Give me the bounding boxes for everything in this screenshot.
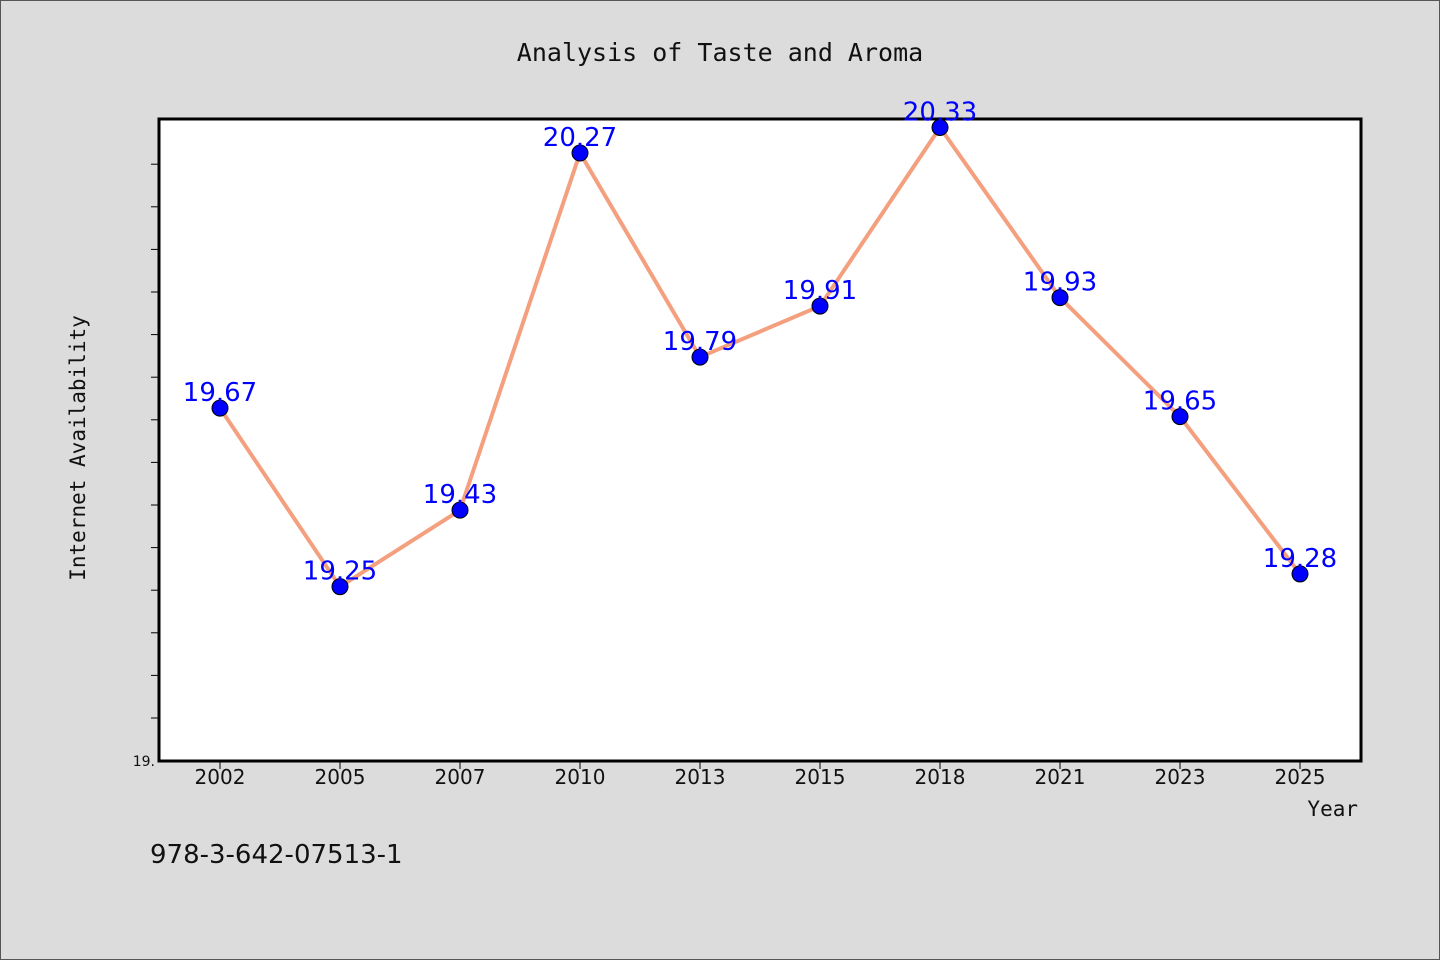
x-axis-label: Year: [1307, 797, 1358, 821]
y-axis-label: Internet Availability: [66, 315, 90, 581]
data-label: 19.25: [303, 557, 377, 587]
data-labels: 19.67 19.25 19.43 20.27 19.79 19.91 20.33 19.93…: [183, 98, 1337, 587]
series-line: [218, 125, 1302, 589]
data-point: [571, 144, 589, 162]
data-label: 19.79: [663, 327, 737, 357]
data-label: 20.33: [903, 98, 977, 128]
x-tick-label: 2005: [315, 765, 366, 789]
data-point: [1051, 289, 1069, 307]
data-point: [211, 399, 229, 417]
x-tick-label: 2021: [1035, 765, 1086, 789]
series-line-layer: [218, 125, 1302, 589]
x-tick-label: 2015: [795, 765, 846, 789]
data-label: 20.27: [543, 123, 617, 153]
x-tick-label: 2023: [1155, 765, 1206, 789]
data-point: [691, 348, 709, 366]
x-tick-label: 2010: [555, 765, 606, 789]
data-point: [331, 578, 349, 596]
y-axis-ticks: [151, 163, 159, 719]
chart-title: Analysis of Taste and Aroma: [517, 38, 923, 67]
x-tick-label: 2002: [195, 765, 246, 789]
data-point: [451, 501, 469, 519]
data-point: [811, 297, 829, 315]
data-label: 19.67: [183, 378, 257, 408]
data-label: 19.93: [1023, 268, 1097, 298]
footer-isbn: 978-3-642-07513-1: [150, 840, 403, 870]
x-axis-ticks: 2002 2005 2007 2010 2013 2015 2018 2021 2023 2025: [195, 761, 1326, 789]
x-tick-label: 2007: [435, 765, 486, 789]
x-tick-label: 2013: [675, 765, 726, 789]
data-label: 19.65: [1143, 387, 1217, 417]
x-tick-label: 2025: [1275, 765, 1326, 789]
data-point: [931, 119, 949, 137]
data-markers: [211, 119, 1309, 596]
plot-area: [157, 117, 1363, 763]
data-point: [1291, 565, 1309, 583]
data-point: [1171, 408, 1189, 426]
data-label: 19.43: [423, 480, 497, 510]
data-label: 19.28: [1263, 544, 1337, 574]
x-tick-label: 2018: [915, 765, 966, 789]
y-tick-label: 19.: [133, 754, 155, 770]
data-label: 19.91: [783, 276, 857, 306]
